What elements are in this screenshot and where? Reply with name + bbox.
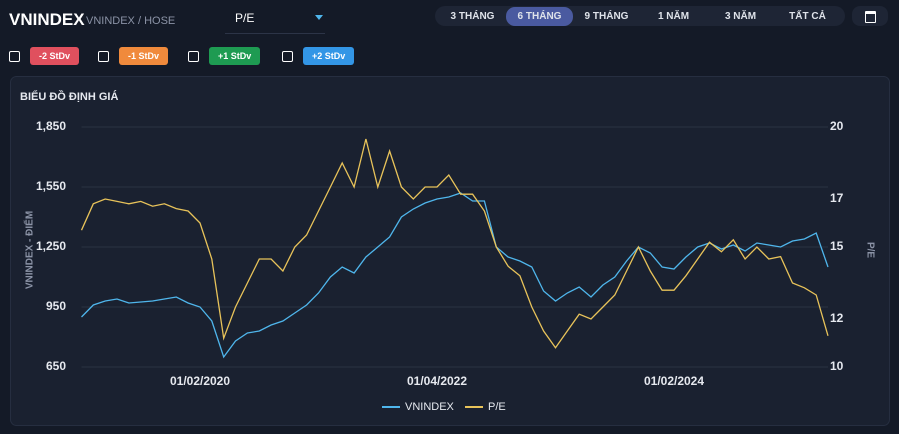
period-button[interactable]: 1 NĂM xyxy=(657,10,690,22)
y2-tick-label: 17 xyxy=(830,191,844,205)
calendar-button[interactable] xyxy=(852,6,888,26)
y2-tick-label: 15 xyxy=(830,239,844,253)
chart-title: BIỂU ĐỒ ĐỊNH GIÁ xyxy=(20,90,118,103)
y-tick-label: 950 xyxy=(46,299,66,313)
y2-tick-label: 20 xyxy=(830,119,844,133)
period-button[interactable]: 6 THÁNG xyxy=(506,6,573,26)
y2-axis-title: P/E xyxy=(864,242,875,258)
x-tick-label: 01/02/2020 xyxy=(170,374,230,388)
x-tick-label: 01/02/2024 xyxy=(644,374,704,388)
band-chip: -2 StDv xyxy=(30,47,80,65)
y-tick-label: 1,250 xyxy=(36,239,66,253)
y-axis-title: VNINDEX - ĐIỂM xyxy=(23,211,36,289)
band-chip: +1 StDv xyxy=(209,47,261,65)
exchange: VNINDEX / HOSE xyxy=(86,15,176,27)
period-button[interactable]: 3 NĂM xyxy=(724,10,757,22)
y-tick-label: 1,850 xyxy=(36,119,66,133)
panel xyxy=(10,76,890,426)
band-toggle[interactable]: +1 StDv xyxy=(188,47,261,65)
period-button[interactable]: 9 THÁNG xyxy=(584,10,629,22)
legend-label: P/E xyxy=(488,401,506,413)
y-tick-label: 1,550 xyxy=(36,179,66,193)
band-chip: -1 StDv xyxy=(119,47,169,65)
checkbox[interactable] xyxy=(188,50,199,62)
period-button[interactable]: 3 THÁNG xyxy=(450,10,495,22)
y-tick-label: 650 xyxy=(46,359,66,373)
band-toggle[interactable]: -2 StDv xyxy=(9,47,80,65)
band-toggle[interactable]: -1 StDv xyxy=(98,47,169,65)
metric-dropdown[interactable]: P/E xyxy=(225,6,325,34)
period-button[interactable]: TẤT CẢ xyxy=(789,10,826,22)
series-line xyxy=(81,192,829,359)
band-chip: +2 StDv xyxy=(303,47,355,65)
checkbox[interactable] xyxy=(98,50,109,62)
band-toggle[interactable]: +2 StDv xyxy=(282,47,355,65)
checkbox[interactable] xyxy=(282,50,293,62)
legend-label: VNINDEX xyxy=(405,401,455,413)
x-tick-label: 01/04/2022 xyxy=(407,374,467,388)
symbol: VNINDEX xyxy=(9,10,85,29)
checkbox[interactable] xyxy=(9,50,20,62)
y2-tick-label: 12 xyxy=(830,311,844,325)
y2-tick-label: 10 xyxy=(830,359,844,373)
period-selector: 3 THÁNG 6 THÁNG 9 THÁNG 1 NĂM 3 NĂM TẤT CẢ xyxy=(435,6,845,26)
series-line xyxy=(80,138,829,349)
chart: BIỂU ĐỒ ĐỊNH GIÁ VNINDEX - ĐIỂM P/E 650 9… xyxy=(10,76,890,426)
